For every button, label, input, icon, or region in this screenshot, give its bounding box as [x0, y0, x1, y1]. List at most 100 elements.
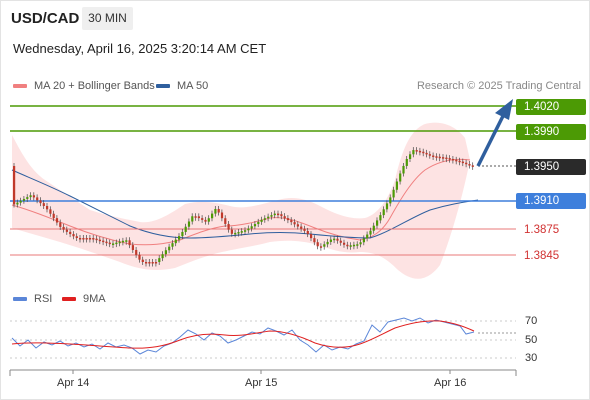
candle-body	[283, 216, 286, 219]
candle-body	[19, 200, 22, 203]
candle-body	[392, 189, 395, 198]
candle-body	[131, 245, 134, 250]
candle-body	[277, 213, 280, 216]
candle-body	[399, 173, 402, 182]
ma50-swatch	[156, 84, 170, 88]
x-label-apr16: Apr 16	[434, 377, 467, 389]
candle-body	[409, 154, 412, 159]
candle-body	[49, 209, 52, 214]
candle-body	[290, 220, 293, 223]
candle-body	[260, 219, 263, 222]
candle-body	[227, 223, 230, 230]
candle-body	[112, 243, 115, 245]
candle-body	[82, 238, 85, 240]
candle-body	[174, 239, 177, 244]
candle-body	[435, 156, 438, 158]
candle-body	[32, 195, 35, 198]
ma20-swatch	[13, 84, 27, 88]
candle-body	[29, 195, 32, 198]
candle-body	[98, 239, 101, 242]
candle-body	[356, 244, 359, 246]
rsi-line	[11, 317, 475, 355]
candle-body	[62, 226, 65, 230]
candle-body	[128, 240, 131, 246]
candle-body	[224, 218, 227, 224]
candle-body	[451, 158, 455, 161]
candle-body	[293, 222, 296, 225]
candle-body	[217, 208, 220, 213]
legend-ma20: MA 20 + Bollinger Bands	[13, 80, 155, 92]
timeframe-badge[interactable]: 30 MIN	[82, 7, 133, 30]
candle-body	[333, 238, 336, 241]
candle-body	[214, 208, 217, 214]
candle-body	[257, 221, 260, 225]
candle-body	[326, 241, 329, 245]
candle-body	[415, 150, 418, 152]
candle-body	[85, 238, 88, 240]
candle-body	[376, 220, 379, 226]
candle-body	[36, 197, 39, 201]
candle-body	[418, 150, 422, 153]
candle-body	[52, 213, 55, 219]
candle-body	[220, 212, 224, 219]
ma20-line	[11, 158, 471, 246]
candle-body	[343, 242, 346, 245]
candle-body	[382, 209, 385, 216]
candle-body	[115, 242, 118, 245]
candle-body	[349, 245, 352, 247]
candle-body	[323, 244, 326, 247]
candle-body	[339, 240, 342, 243]
candle-body	[148, 262, 151, 264]
candle-body	[158, 258, 161, 262]
candle-body	[22, 198, 26, 201]
candle-body	[16, 202, 19, 205]
candle-body	[270, 215, 273, 217]
level-label-s1: 1.3875	[524, 224, 560, 236]
candle-body	[372, 225, 375, 231]
candle-body	[300, 226, 303, 229]
candle-body	[240, 231, 243, 233]
candle-body	[442, 157, 445, 159]
candle-body	[72, 234, 75, 237]
candle-body	[184, 226, 187, 232]
candle-body	[191, 216, 194, 222]
candle-body	[145, 262, 148, 264]
candle-body	[26, 197, 29, 199]
candle-body	[306, 230, 309, 235]
candle-body	[359, 242, 362, 245]
candle-body	[303, 228, 306, 231]
legend-ma9-label: 9MA	[83, 293, 106, 305]
x-label-apr15: Apr 15	[245, 377, 278, 389]
candle-body	[244, 230, 247, 232]
ma50-line	[11, 169, 479, 239]
candle-body	[366, 234, 369, 239]
candle-body	[461, 161, 464, 164]
candle-body	[108, 242, 111, 245]
candle-body	[310, 234, 313, 239]
level-label-r1: 1.3990	[516, 124, 586, 140]
timestamp: Wednesday, April 16, 2025 3:20:14 AM CET	[13, 41, 267, 56]
candle-body	[69, 231, 72, 235]
candle-body	[92, 238, 95, 240]
candle-body	[280, 214, 283, 217]
candle-body	[412, 150, 415, 155]
candle-body	[458, 160, 461, 163]
candle-body	[402, 165, 405, 174]
candle-body	[164, 250, 167, 255]
candle-body	[385, 203, 389, 210]
candle-body	[352, 244, 356, 247]
candle-body	[286, 218, 290, 221]
candle-body	[313, 238, 316, 243]
candle-body	[428, 154, 431, 156]
candle-body	[121, 240, 125, 243]
candle-body	[102, 240, 105, 243]
level-label-s2: 1.3845	[524, 250, 560, 262]
candle-body	[151, 262, 154, 264]
x-label-apr14: Apr 14	[57, 377, 90, 389]
candle-body	[362, 238, 365, 243]
candle-body	[201, 218, 204, 220]
candle-body	[471, 165, 474, 167]
candle-body	[445, 157, 448, 160]
candle-body	[422, 151, 425, 154]
